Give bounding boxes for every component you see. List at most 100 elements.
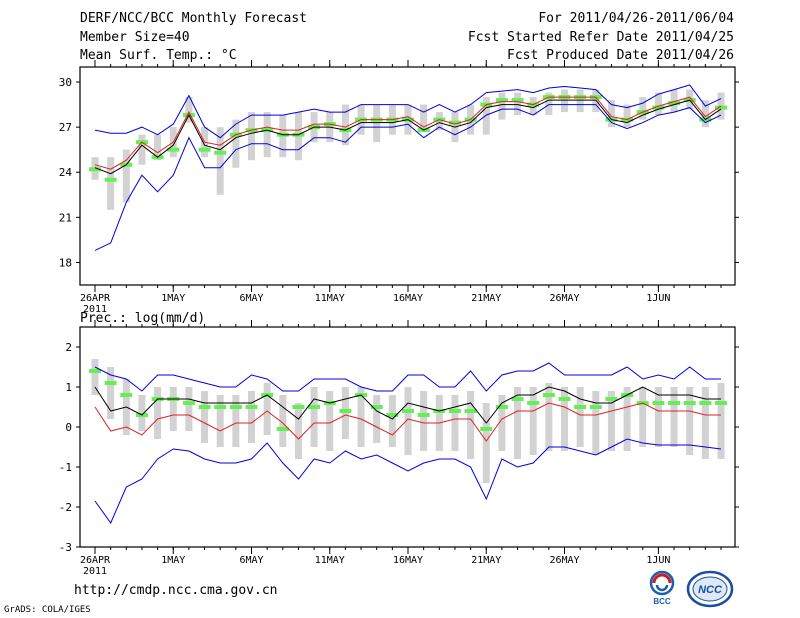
panel2-ensemble-bar [482,403,490,483]
panel1-ensemble-bar [341,104,349,146]
grads-credit: GrADS: COLA/IGES [4,605,91,615]
panel1-ensemble-bar [373,104,381,143]
panel2-ensemble-bar [561,387,568,451]
panel1-ensemble-bar [607,100,615,128]
panel1-ensemble-bar [232,119,240,168]
member-size-label: Member Size=40 [80,30,190,45]
panel1-ensemble-bar [420,104,428,131]
panel1-y-tick-label: 27 [59,121,72,134]
panel1-ensemble-bar [514,92,522,116]
panel2-observed-mark [276,427,289,431]
panel2-ensemble-bar [310,387,318,447]
panel2-observed-mark [480,427,493,431]
panel2-y-tick-label: 1 [65,381,72,394]
panel2-ensemble-bar [451,395,459,451]
panel2-ensemble-bar [294,403,302,459]
panel2-ensemble-bar [263,383,271,435]
panel2-ensemble-bar [686,387,694,455]
panel2-ensemble-bar [248,391,255,443]
panel2-observed-mark [370,405,383,409]
panel1-ensemble-bar [701,100,709,128]
panel2-ensemble-bar [717,383,725,459]
panel2-x-tick-label: 16MAY [393,555,423,566]
panel1-observed-mark [715,105,727,110]
panel2-observed-mark [699,401,712,405]
panel2-ensemble-bar [529,387,537,455]
panel1-observed-mark [652,105,665,110]
panel1-series-ensemble-median [94,96,722,170]
panel2-observed-mark [104,381,117,385]
panel2-ensemble-bar [607,391,615,451]
panel2-series-ensemble-mean [94,386,721,424]
panel2-y-tick-label: 2 [65,341,72,354]
panel2-ensemble-bar [670,387,678,447]
panel1-observed-mark [495,98,508,103]
panel2-observed-mark [683,401,696,405]
panel2-ensemble-bar [654,387,662,447]
panel2-observed-mark [464,409,477,413]
panel2-ensemble-bar [404,387,412,455]
panel1-ensemble-bar [545,92,553,116]
panel2-ensemble-bar [576,387,584,447]
panel2-series-lower-bound [94,438,722,525]
panel1-ensemble-bar [122,149,130,203]
panel1-y-tick-label: 21 [59,211,72,224]
panel2-ensemble-bar [420,391,428,451]
panel1-ensemble-bar [185,97,193,123]
panel2-x-tick-label: 6MAY [239,555,263,566]
panel1-ensemble-bar [654,92,662,116]
panel2-observed-mark [120,393,133,397]
panel2-observed-mark [417,413,430,417]
panel2-observed-mark [589,405,602,409]
panel1-x-tick-label: 26MAY [549,293,579,304]
panel1-ensemble-bar [498,92,506,120]
panel2-observed-mark [605,397,618,401]
panel1-x-tick-label: 16MAY [393,293,423,304]
panel2-ensemble-bar [467,391,475,459]
panel1-frame [79,66,736,286]
panel1-ensemble-bar [576,89,584,113]
panel2-ensemble-bar [279,395,287,447]
panel2-ensemble-bar [701,387,709,459]
panel2-ensemble-bar [357,387,365,447]
panel1-ensemble-bar [138,134,146,165]
panel2-ensemble-bar [373,395,381,443]
panel2-ensemble-bar [201,391,209,443]
panel2-observed-mark [339,409,352,413]
panel2-observed-mark [511,397,524,401]
panel1-ensemble-bar [561,89,568,113]
start-date-label: Fcst Started Refer Date 2011/04/25 [467,30,734,45]
panel1-observed-mark [511,98,524,103]
panel2-observed-mark [292,405,305,409]
panel2-ensemble-bar [326,391,334,451]
panel1-observed-mark [214,150,227,155]
panel1-observed-mark [104,177,117,182]
panel1-ensemble-bar [154,134,162,161]
ncc-logo: NCC [686,570,734,608]
panel1-y-tick-label: 18 [59,256,72,269]
panel2-observed-mark [402,409,414,413]
panel2-ensemble-bar [169,387,177,431]
panel2-ensemble-bar [154,387,162,439]
panel2-year-label: 2011 [83,566,107,577]
panel2-x-tick-label: 1JUN [646,555,670,566]
panel2-series-ensemble-median [94,402,721,442]
panel1-ensemble-bar [263,112,271,158]
panel2-observed-mark [245,405,258,409]
panel1-ensemble-bar [216,127,224,195]
panel2-observed-mark [495,405,508,409]
panel2-series-upper-bound [94,362,721,392]
bcc-logo: BCC [649,570,675,606]
panel1-observed-mark [167,147,180,152]
panel1-observed-mark [668,101,681,106]
panel1-ensemble-bar [482,97,490,135]
panel2-ensemble-bar [185,387,193,431]
panel1-ensemble-bar [623,104,631,128]
panel2-ensemble-bar [592,391,600,455]
chart-title: DERF/NCC/BCC Monthly Forecast [80,11,307,26]
panel2-ensemble-bar [232,395,240,447]
panel1-x-tick-label: 26APR [80,293,111,304]
panel2-ensemble-bar [545,383,553,451]
panel1-x-tick-label: 21MAY [471,293,501,304]
produced-date-label: Fcst Produced Date 2011/04/26 [507,48,734,63]
